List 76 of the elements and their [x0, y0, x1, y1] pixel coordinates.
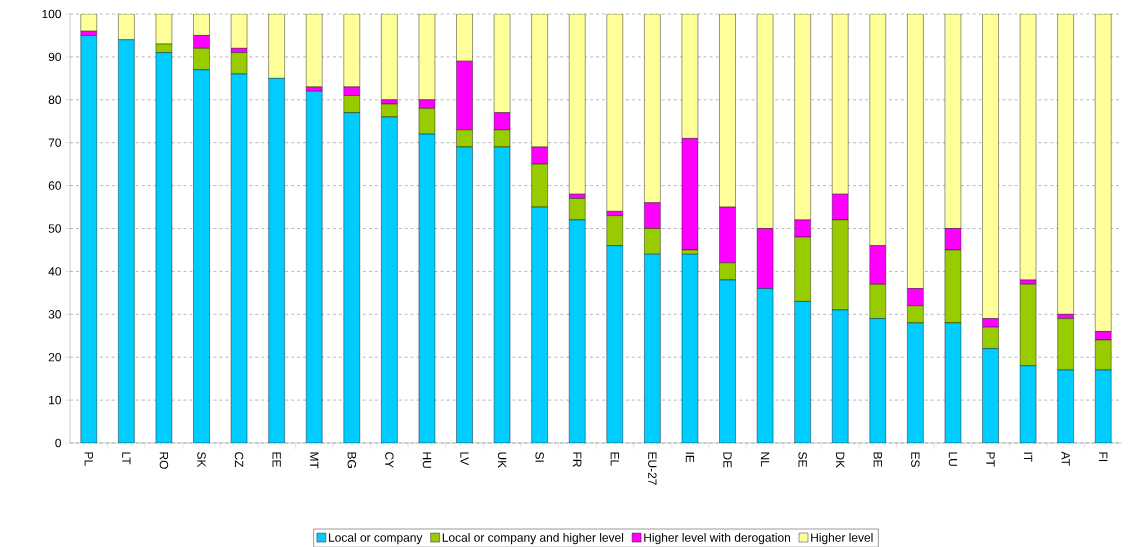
y-tick-label: 70: [48, 138, 62, 147]
bar: [268, 78, 285, 443]
bar: [832, 309, 849, 443]
x-tick-label: LU: [948, 452, 958, 466]
bar: [644, 254, 661, 443]
bar: [1057, 369, 1074, 443]
x-tick-label: FI: [1099, 452, 1108, 462]
bar: [606, 14, 623, 212]
bar: [306, 91, 323, 443]
bar: [1095, 369, 1112, 443]
bar: [606, 215, 623, 246]
x-tick-label: EE: [272, 452, 281, 467]
y-tick-label: 80: [48, 95, 62, 105]
bar: [381, 103, 398, 118]
x-tick-label: PL: [84, 452, 93, 466]
bar: [794, 301, 811, 443]
x-tick-label: HU: [422, 452, 432, 468]
bar: [606, 245, 623, 443]
bar: [456, 146, 473, 443]
bar: [531, 206, 548, 443]
bar: [193, 69, 210, 443]
y-tick-label: 10: [49, 395, 62, 405]
bar: [1057, 14, 1074, 315]
bar: [381, 14, 398, 100]
legend-label: Higher level with derogation: [644, 532, 791, 545]
x-tick-label: IE: [685, 452, 695, 463]
x-tick-label: EL: [610, 452, 619, 466]
x-tick-label: ES: [911, 452, 920, 467]
bar: [569, 219, 586, 443]
x-tick-label: CZ: [234, 452, 244, 468]
legend-label: Local or company and higher level: [442, 532, 624, 545]
x-tick-label: PT: [986, 452, 995, 467]
bar: [343, 112, 360, 443]
y-tick-label: 0: [55, 438, 62, 448]
x-tick-label: IT: [1023, 452, 1033, 462]
x-tick-label: SE: [798, 452, 807, 467]
x-tick-label: UK: [497, 452, 507, 468]
y-tick-label: 20: [48, 352, 62, 362]
x-tick-label: SI: [535, 452, 544, 462]
legend-label: Higher level: [811, 532, 873, 545]
bar: [1057, 318, 1074, 371]
bar: [381, 116, 398, 443]
bar: [80, 14, 97, 32]
y-tick-label: 60: [48, 181, 62, 190]
x-tick-label: SK: [197, 452, 206, 468]
bar: [306, 14, 323, 88]
x-tick-label: BE: [873, 452, 882, 467]
y-tick-label: 90: [48, 52, 62, 62]
y-tick-label: 100: [42, 9, 62, 19]
x-tick-label: LV: [460, 452, 469, 466]
y-tick-label: 40: [48, 267, 62, 276]
bar: [230, 52, 248, 75]
x-tick-label: MT: [310, 452, 319, 469]
bar: [907, 322, 924, 443]
x-tick-label: BG: [347, 452, 357, 468]
x-tick-label: FR: [573, 452, 582, 467]
bar: [80, 35, 97, 443]
bar: [569, 14, 586, 195]
x-tick-label: RO: [159, 452, 169, 469]
x-tick-label: EU-27: [648, 452, 657, 485]
x-tick-label: CY: [385, 452, 394, 468]
bar: [569, 198, 586, 221]
bar: [869, 318, 886, 443]
y-tick-label: 30: [48, 310, 62, 319]
bar: [719, 279, 736, 443]
y-tick-label: 50: [48, 224, 62, 233]
bar: [118, 39, 135, 443]
x-tick-label: NL: [760, 452, 770, 467]
bar: [230, 14, 248, 49]
bar: [1019, 14, 1037, 281]
bar: [982, 348, 999, 443]
x-tick-label: DK: [836, 452, 845, 468]
x-tick-label: AT: [1061, 451, 1070, 466]
legend-label: Local or company: [329, 532, 423, 545]
x-tick-label: DE: [723, 452, 732, 468]
x-tick-label: LT: [122, 452, 131, 465]
